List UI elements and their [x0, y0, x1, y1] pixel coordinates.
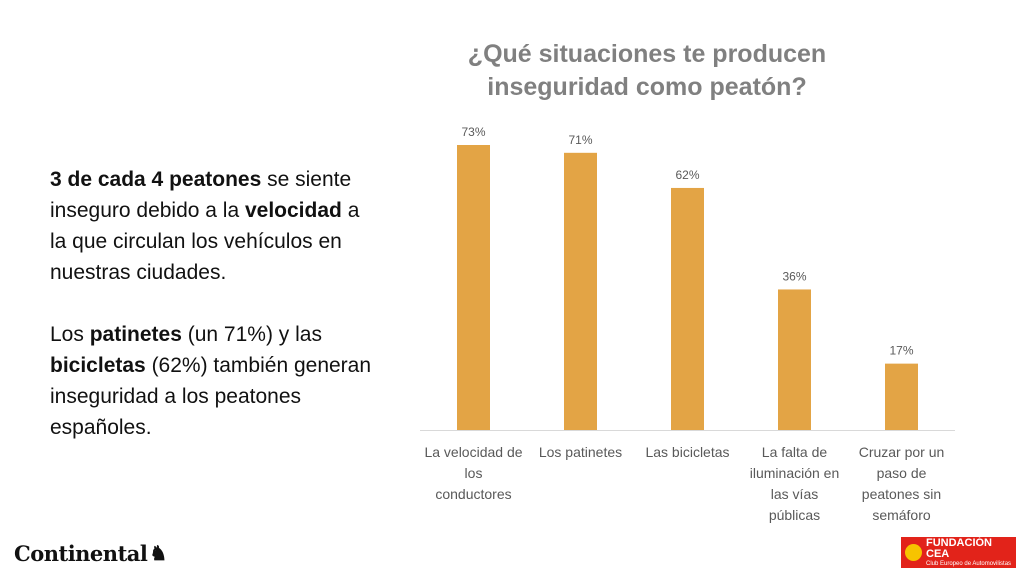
- bar-5: [885, 363, 918, 430]
- bar-1: [457, 145, 490, 430]
- summary-paragraph-1: 3 de cada 4 peatones se siente inseguro …: [50, 168, 360, 284]
- data-label-4: 36%: [782, 269, 806, 283]
- summary-text: 3 de cada 4 peatones se siente inseguro …: [50, 164, 380, 443]
- category-label-5: Cruzar por un paso de peatones sin semáforo: [859, 444, 945, 523]
- data-label-2: 71%: [568, 133, 592, 147]
- chart-title: ¿Qué situaciones te producen inseguridad…: [467, 40, 827, 101]
- cea-name: FUNDACIÓN CEA: [926, 537, 992, 560]
- summary-paragraph-2: Los patinetes (un 71%) y las bicicletas …: [50, 323, 372, 439]
- data-label-3: 62%: [675, 168, 699, 182]
- data-label-1: 73%: [461, 125, 485, 139]
- data-label-5: 17%: [889, 344, 913, 358]
- category-label-2: Los patinetes: [539, 444, 622, 460]
- category-label-1: La velocidad de los conductores: [424, 444, 522, 502]
- cea-emblem-icon: [905, 544, 922, 561]
- continental-wordmark: Continental: [14, 540, 148, 566]
- bar-2: [564, 152, 597, 430]
- category-label-4: La falta de iluminación en las vías pública…: [750, 444, 840, 523]
- fundacion-cea-logo: FUNDACIÓN CEA Club Europeo de Automovili…: [901, 537, 1016, 568]
- bar-3: [671, 187, 704, 430]
- cea-subtitle: Club Europeo de Automovilistas: [926, 561, 1012, 567]
- bar-4: [778, 289, 811, 430]
- horse-icon: ♞: [149, 541, 167, 565]
- category-label-3: Las bicicletas: [645, 444, 729, 460]
- continental-logo: Continental ♞: [14, 538, 167, 568]
